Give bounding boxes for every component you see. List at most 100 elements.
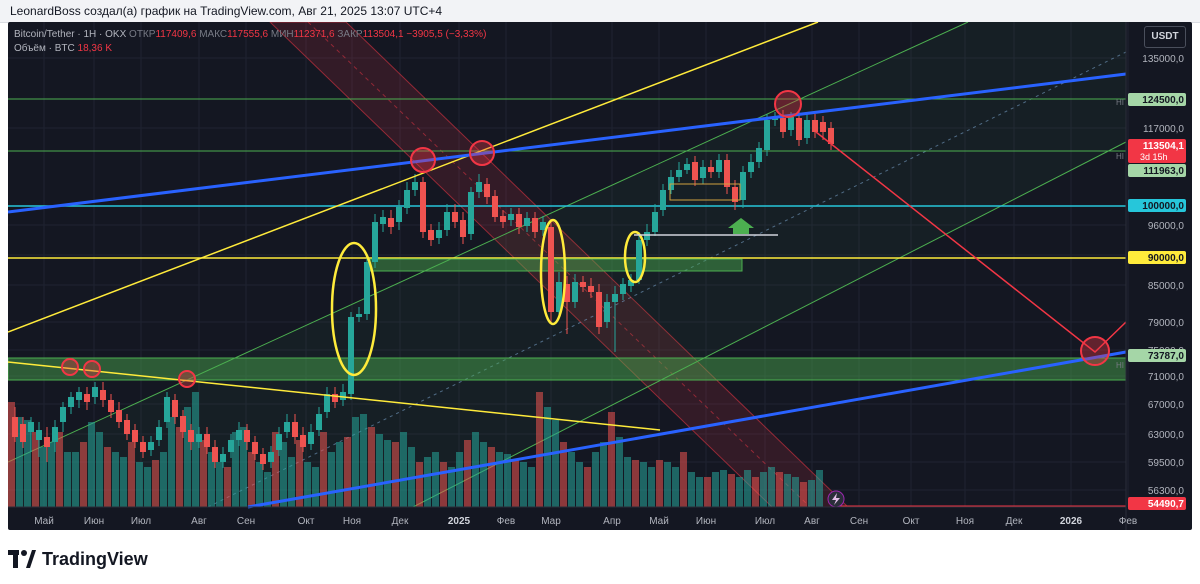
volume-bar	[640, 462, 647, 507]
volume-label[interactable]: Объём · BTC	[14, 43, 75, 54]
candle-body	[44, 437, 50, 447]
candle-body	[524, 218, 530, 226]
candle-body	[324, 394, 330, 412]
candle-body	[804, 120, 810, 138]
time-axis-label: Июл	[755, 516, 775, 527]
highlight-ellipse	[539, 218, 567, 326]
candle-body	[412, 182, 418, 190]
candle-body	[316, 414, 322, 430]
price-tick: 117000,0	[1143, 124, 1184, 135]
candle-body	[740, 172, 746, 200]
price-badge	[1128, 139, 1186, 163]
candle-body	[172, 400, 178, 417]
volume-bar	[88, 422, 95, 507]
volume-bar	[688, 472, 695, 507]
candle-body	[140, 442, 146, 452]
candle-body	[700, 167, 706, 178]
candle-body	[828, 128, 834, 144]
low-value: 112371,6	[293, 29, 335, 40]
candle-body	[108, 400, 114, 412]
low-label: МИН	[270, 29, 294, 40]
lightning-icon	[832, 493, 840, 505]
symbol-label[interactable]: Bitcoin/Tether · 1H · OKX	[14, 29, 127, 40]
open-value: 117409,6	[155, 29, 197, 40]
candle-body	[748, 162, 754, 172]
candle-body	[276, 434, 282, 450]
volume-bar	[752, 477, 759, 507]
time-axis-label: Сен	[850, 516, 868, 527]
volume-bar	[168, 417, 175, 507]
candle-body	[548, 227, 554, 312]
price-tick: 135000,0	[1142, 54, 1184, 65]
tradingview-logo[interactable]: TradingView	[8, 546, 148, 572]
volume-bar	[160, 452, 167, 507]
candle-body	[596, 292, 602, 327]
highlight-circle	[178, 370, 196, 388]
volume-bar	[152, 460, 159, 507]
volume-bar	[104, 447, 111, 507]
volume-bar	[792, 477, 799, 507]
candle-body	[660, 190, 666, 210]
volume-bar	[424, 457, 431, 507]
candle-body	[796, 118, 802, 140]
volume-bar	[680, 452, 687, 507]
time-axis-label: Авг	[191, 516, 207, 527]
volume-bar	[720, 470, 727, 507]
volume-bar	[272, 432, 279, 507]
candle-body	[652, 212, 658, 232]
volume-bar	[816, 470, 823, 507]
price-badge-text: 124500,0	[1142, 95, 1184, 106]
volume-bar	[360, 414, 367, 507]
candle-body	[420, 182, 426, 232]
volume-bar	[744, 470, 751, 507]
volume-value: 18,36 K	[77, 43, 113, 54]
price-badge	[1128, 497, 1186, 510]
candle-body	[436, 230, 442, 238]
price-badge	[1128, 349, 1186, 362]
chart-area[interactable]: 135000,0117000,096000,091000,085000,0790…	[8, 22, 1192, 530]
candle-body	[220, 454, 226, 462]
candle-body	[788, 117, 794, 130]
candle-body	[284, 422, 290, 432]
candle-body	[356, 314, 362, 317]
candle-body	[532, 218, 538, 232]
volume-bar	[8, 402, 15, 507]
candle-body	[364, 262, 370, 314]
volume-bar	[728, 474, 735, 507]
time-axis-label: Фев	[497, 516, 515, 527]
price-tick: 96000,0	[1148, 221, 1185, 232]
candle-body	[100, 390, 106, 400]
candle-body	[444, 212, 450, 230]
candle-body	[308, 432, 314, 444]
hi-label: HI	[1116, 98, 1124, 107]
close-value: 113504,1	[362, 29, 404, 40]
time-axis-label: Июл	[131, 516, 151, 527]
highlight-ellipse	[623, 230, 647, 284]
tradingview-logo-text: TradingView	[42, 548, 148, 569]
candle-body	[12, 417, 18, 437]
volume-bar	[112, 452, 119, 507]
volume-bar	[696, 477, 703, 507]
volume-bar	[320, 432, 327, 507]
candle-body	[756, 148, 762, 162]
volume-bar	[472, 432, 479, 507]
candle-body	[508, 214, 514, 220]
currency-button[interactable]: USDT	[1144, 26, 1186, 48]
time-axis-label: 2026	[1060, 516, 1083, 527]
time-axis-label: Май	[34, 516, 54, 527]
candle-body	[332, 394, 338, 402]
volume-bar	[384, 440, 391, 507]
candle-body	[452, 212, 458, 222]
highlight-circle	[1080, 336, 1110, 366]
candle-body	[236, 430, 242, 440]
candle-body	[628, 280, 634, 286]
price-badge-text: 90000,0	[1148, 253, 1185, 264]
volume-bar	[672, 467, 679, 507]
candle-body	[636, 240, 642, 280]
candle-body	[180, 416, 186, 432]
candle-body	[228, 440, 234, 452]
volume-bar	[648, 467, 655, 507]
volume-bar	[592, 452, 599, 507]
chart-canvas[interactable]: 135000,0117000,096000,091000,085000,0790…	[8, 22, 1192, 530]
volume-bar	[528, 467, 535, 507]
